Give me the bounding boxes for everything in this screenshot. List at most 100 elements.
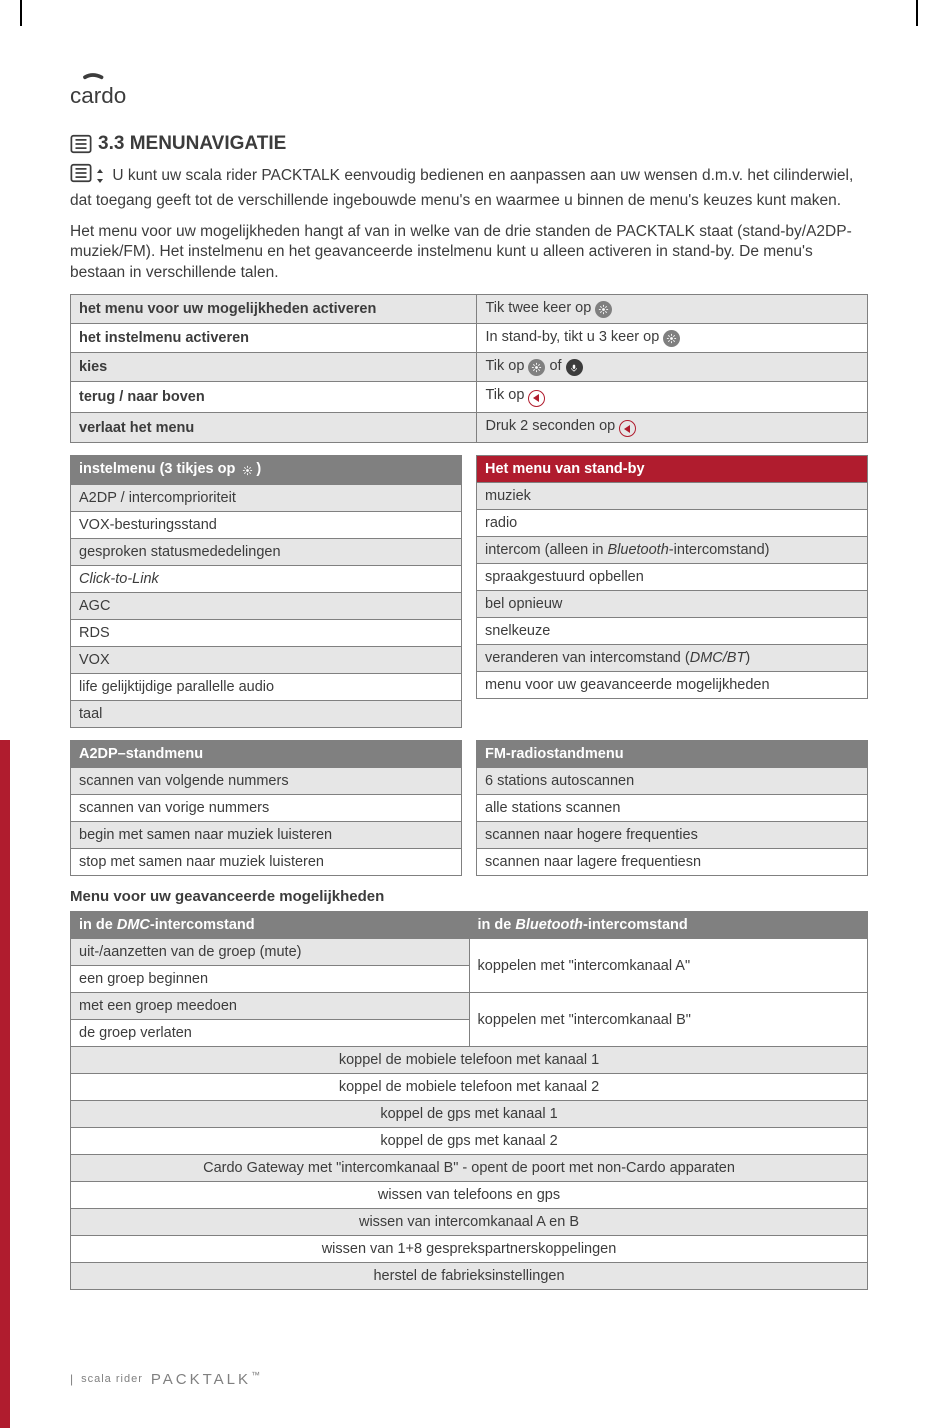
- cardo-logo: cardo: [70, 70, 868, 115]
- intro-paragraph-2: Het menu voor uw mogelijkheden hangt af …: [70, 222, 868, 284]
- table-cell: taal: [71, 701, 462, 728]
- table-cell: een groep beginnen: [71, 966, 470, 993]
- advanced-menu-title: Menu voor uw geavanceerde mogelijkheden: [70, 888, 868, 905]
- hdr-text: in de: [478, 917, 516, 933]
- cell-text: Tik op: [485, 358, 528, 374]
- table-cell: VOX-besturingsstand: [71, 512, 462, 539]
- cell-text: veranderen van intercomstand (: [485, 650, 690, 666]
- table-cell: menu voor uw geavanceerde mogelijkheden: [477, 672, 868, 699]
- table-cell: snelkeuze: [477, 618, 868, 645]
- table-cell: wissen van intercomkanaal A en B: [71, 1209, 868, 1236]
- table-cell: stop met samen naar muziek luisteren: [71, 849, 462, 876]
- table-cell: veranderen van intercomstand (DMC/BT): [477, 645, 868, 672]
- cell-text: Tik twee keer op: [485, 300, 595, 316]
- hdr-text: in de: [79, 917, 117, 933]
- table-cell: de groep verlaten: [71, 1020, 470, 1047]
- table-cell: scannen van volgende nummers: [71, 768, 462, 795]
- table-cell: koppelen met "intercomkanaal A": [469, 939, 868, 993]
- menu-list-icon: [70, 133, 92, 160]
- table-cell: wissen van telefoons en gps: [71, 1182, 868, 1209]
- table-cell: koppel de mobiele telefoon met kanaal 1: [71, 1047, 868, 1074]
- intro-paragraph-1: U kunt uw scala rider PACKTALK eenvoudig…: [70, 167, 853, 209]
- table-cell: radio: [477, 510, 868, 537]
- table-cell: herstel de fabrieksinstellingen: [71, 1263, 868, 1290]
- hdr-text: ): [256, 461, 261, 477]
- table-cell: kies: [71, 352, 477, 382]
- table-header: Het menu van stand-by: [477, 456, 868, 483]
- table-cell: scannen van vorige nummers: [71, 795, 462, 822]
- table-cell: spraakgestuurd opbellen: [477, 564, 868, 591]
- table-cell: begin met samen naar muziek luisteren: [71, 822, 462, 849]
- table-header: FM-radiostandmenu: [477, 741, 868, 768]
- section-title: 3.3 MENUNAVIGATIE: [98, 133, 286, 155]
- back-icon: [528, 390, 545, 407]
- hdr-text: -intercomstand: [150, 917, 255, 933]
- table-cell: Click-to-Link: [71, 566, 462, 593]
- cell-text: of: [545, 358, 565, 374]
- table-cell: Cardo Gateway met "intercomkanaal B" - o…: [71, 1155, 868, 1182]
- table-cell: AGC: [71, 593, 462, 620]
- table-cell: Druk 2 seconden op: [477, 412, 868, 443]
- scroll-arrows-icon: [92, 168, 108, 191]
- cell-text: -intercomstand): [669, 542, 770, 558]
- cell-text: Tik op: [485, 387, 528, 403]
- page-footer: 100 | scala rider PACKTALK™: [70, 1370, 263, 1388]
- fm-menu-table: FM-radiostandmenu 6 stations autoscannen…: [476, 740, 868, 876]
- intro-block: U kunt uw scala rider PACKTALK eenvoudig…: [70, 162, 868, 284]
- cell-text: Bluetooth: [608, 542, 669, 558]
- cell-text: Druk 2 seconden op: [485, 418, 619, 434]
- back-icon: [619, 420, 636, 437]
- table-cell: koppel de mobiele telefoon met kanaal 2: [71, 1074, 868, 1101]
- page-number: 100: [22, 1372, 44, 1387]
- advanced-menu-table: in de DMC-intercomstand in de Bluetooth-…: [70, 911, 868, 1290]
- logo-text: cardo: [70, 83, 126, 108]
- table-cell: het instelmenu activeren: [71, 323, 477, 352]
- table-header: A2DP–standmenu: [71, 741, 462, 768]
- activation-table: het menu voor uw mogelijkheden activeren…: [70, 294, 868, 444]
- table-header: instelmenu (3 tikjes op ): [71, 456, 462, 485]
- cell-text: DMC/BT: [690, 650, 746, 666]
- table-cell: life gelijktijdige parallelle audio: [71, 674, 462, 701]
- a2dp-menu-table: A2DP–standmenu scannen van volgende numm…: [70, 740, 462, 876]
- gear-icon: [595, 301, 612, 318]
- table-cell: terug / naar boven: [71, 382, 477, 413]
- gear-icon: [663, 330, 680, 347]
- table-cell: intercom (alleen in Bluetooth-intercomst…: [477, 537, 868, 564]
- table-header: in de DMC-intercomstand: [71, 912, 470, 939]
- cell-text: intercom (alleen in: [485, 542, 608, 558]
- section-heading-row: 3.3 MENUNAVIGATIE: [70, 133, 868, 160]
- table-cell: VOX: [71, 647, 462, 674]
- gear-icon: [239, 462, 256, 479]
- table-cell: uit-/aanzetten van de groep (mute): [71, 939, 470, 966]
- brand-text: PACKTALK: [151, 1371, 251, 1388]
- table-cell: gesproken statusmededelingen: [71, 539, 462, 566]
- table-cell: muziek: [477, 483, 868, 510]
- table-cell: wissen van 1+8 gesprekspartnerskoppeling…: [71, 1236, 868, 1263]
- table-cell: In stand-by, tikt u 3 keer op: [477, 323, 868, 352]
- hdr-text: Bluetooth: [515, 917, 583, 933]
- table-cell: het menu voor uw mogelijkheden activeren: [71, 294, 477, 323]
- table-cell: koppel de gps met kanaal 2: [71, 1128, 868, 1155]
- table-cell: alle stations scannen: [477, 795, 868, 822]
- gear-icon: [528, 359, 545, 376]
- table-cell: koppelen met "intercomkanaal B": [469, 993, 868, 1047]
- table-cell: scannen naar lagere frequentiesn: [477, 849, 868, 876]
- table-cell: Tik op of: [477, 352, 868, 382]
- table-cell: koppel de gps met kanaal 1: [71, 1101, 868, 1128]
- hdr-text: DMC: [117, 917, 150, 933]
- table-header: in de Bluetooth-intercomstand: [469, 912, 868, 939]
- table-cell: bel opnieuw: [477, 591, 868, 618]
- cell-text: In stand-by, tikt u 3 keer op: [485, 329, 663, 345]
- left-red-bar: [0, 740, 10, 1428]
- crop-mark: [20, 0, 22, 26]
- table-cell: 6 stations autoscannen: [477, 768, 868, 795]
- menu-list-icon: [70, 162, 92, 191]
- table-cell: Tik twee keer op: [477, 294, 868, 323]
- table-cell: Tik op: [477, 382, 868, 413]
- footer-brand-2: PACKTALK™: [151, 1370, 263, 1388]
- crop-mark: [916, 0, 918, 26]
- tm-mark: ™: [251, 1370, 263, 1380]
- mic-icon: [566, 359, 583, 376]
- cell-text: ): [745, 650, 750, 666]
- table-cell: verlaat het menu: [71, 412, 477, 443]
